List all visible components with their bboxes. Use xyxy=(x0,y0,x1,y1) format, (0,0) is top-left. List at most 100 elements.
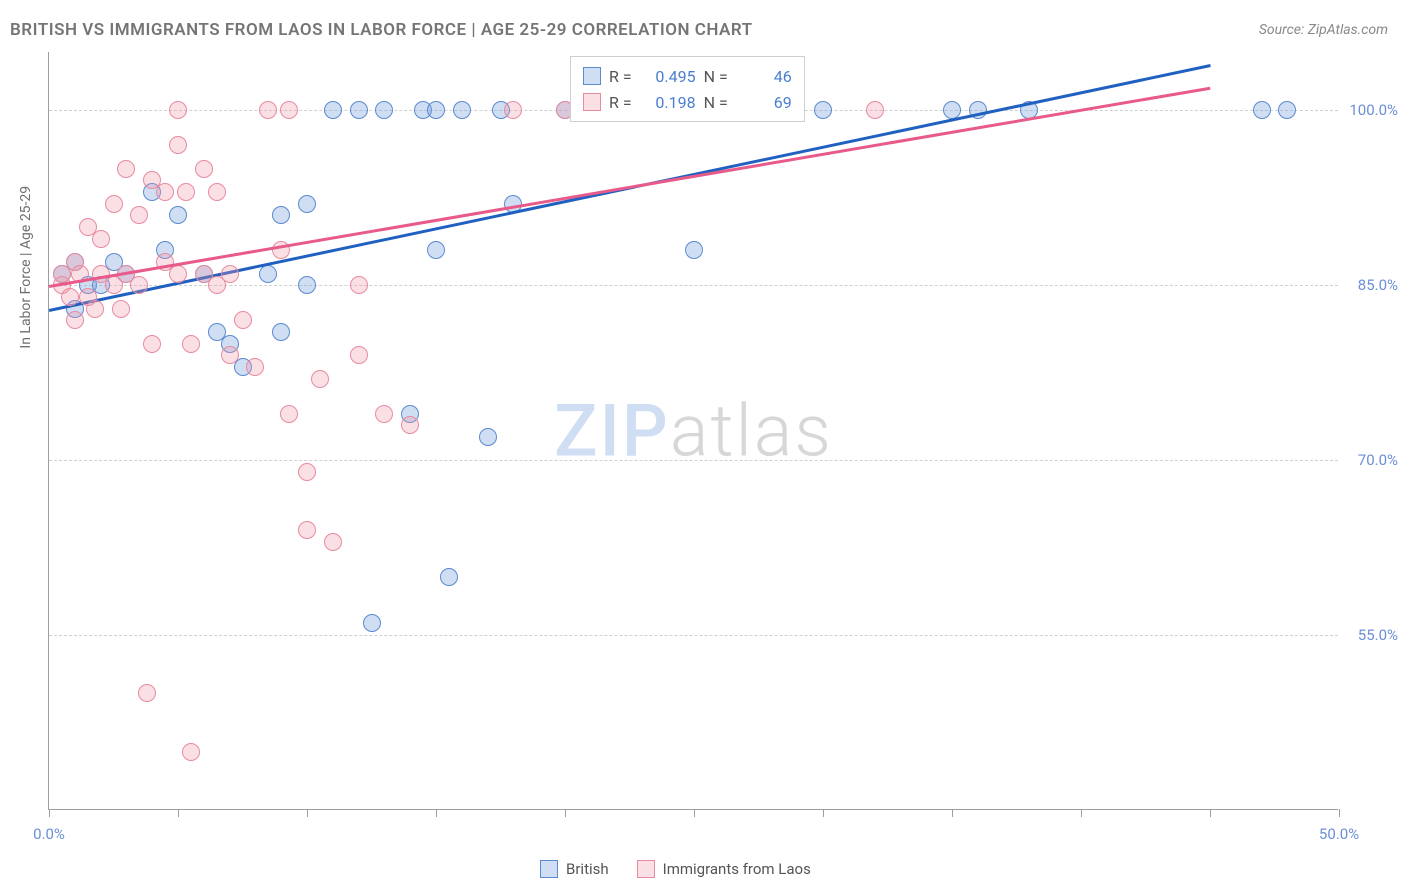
scatter-marker xyxy=(350,276,368,294)
scatter-marker xyxy=(221,265,239,283)
y-tick-label: 100.0% xyxy=(1349,101,1398,119)
legend-label-british: British xyxy=(566,860,609,878)
plot-area: ZIPatlas 55.0%70.0%85.0%100.0%0.0%50.0% xyxy=(48,52,1338,810)
scatter-marker xyxy=(130,276,148,294)
stat-r-british: 0.495 xyxy=(640,67,696,86)
scatter-marker xyxy=(427,101,445,119)
scatter-marker xyxy=(169,265,187,283)
scatter-marker xyxy=(259,265,277,283)
scatter-marker xyxy=(221,346,239,364)
y-tick-label: 85.0% xyxy=(1358,276,1398,294)
scatter-marker xyxy=(169,206,187,224)
stat-key-r: R = xyxy=(609,93,632,112)
y-tick-label: 70.0% xyxy=(1358,451,1398,469)
scatter-marker xyxy=(246,358,264,376)
gridline xyxy=(49,635,1338,636)
legend-label-laos: Immigrants from Laos xyxy=(663,860,811,878)
scatter-marker xyxy=(324,101,342,119)
scatter-marker xyxy=(280,405,298,423)
x-tick xyxy=(1210,809,1211,817)
scatter-marker xyxy=(479,428,497,446)
x-tick xyxy=(307,809,308,817)
x-tick xyxy=(178,809,179,817)
scatter-marker xyxy=(66,311,84,329)
gridline xyxy=(49,285,1338,286)
scatter-marker xyxy=(259,101,277,119)
stat-n-british: 46 xyxy=(736,67,792,86)
stat-n-laos: 69 xyxy=(736,93,792,112)
x-tick xyxy=(952,809,953,817)
scatter-marker xyxy=(61,288,79,306)
scatter-marker xyxy=(311,370,329,388)
stats-legend: R = 0.495 N = 46 R = 0.198 N = 69 xyxy=(570,56,805,122)
scatter-marker xyxy=(298,463,316,481)
x-tick xyxy=(1081,809,1082,817)
legend-item-british: British xyxy=(540,860,609,878)
stat-key-r: R = xyxy=(609,67,632,86)
scatter-marker xyxy=(234,311,252,329)
gridline xyxy=(49,460,1338,461)
scatter-marker xyxy=(1278,101,1296,119)
source-attribution: Source: ZipAtlas.com xyxy=(1259,22,1388,38)
stats-row-laos: R = 0.198 N = 69 xyxy=(583,89,792,115)
scatter-marker xyxy=(504,101,522,119)
scatter-marker xyxy=(195,160,213,178)
scatter-marker xyxy=(1253,101,1271,119)
scatter-marker xyxy=(866,101,884,119)
stat-key-n: N = xyxy=(704,93,728,112)
x-tick-label: 0.0% xyxy=(33,825,65,843)
x-tick xyxy=(436,809,437,817)
x-tick-label: 50.0% xyxy=(1319,825,1359,843)
x-tick xyxy=(565,809,566,817)
scatter-marker xyxy=(363,614,381,632)
scatter-marker xyxy=(685,241,703,259)
scatter-marker xyxy=(453,101,471,119)
scatter-marker xyxy=(440,568,458,586)
scatter-marker xyxy=(138,684,156,702)
swatch-pink-icon xyxy=(637,860,655,878)
scatter-marker xyxy=(375,101,393,119)
x-tick xyxy=(694,809,695,817)
scatter-marker xyxy=(105,195,123,213)
scatter-marker xyxy=(169,101,187,119)
scatter-marker xyxy=(298,521,316,539)
scatter-marker xyxy=(130,206,148,224)
swatch-blue-icon xyxy=(583,67,601,85)
scatter-marker xyxy=(375,405,393,423)
stat-key-n: N = xyxy=(704,67,728,86)
y-tick-label: 55.0% xyxy=(1358,626,1398,644)
scatter-marker xyxy=(280,101,298,119)
scatter-marker xyxy=(272,323,290,341)
scatter-marker xyxy=(92,230,110,248)
y-axis-label: In Labor Force | Age 25-29 xyxy=(18,186,34,349)
swatch-blue-icon xyxy=(540,860,558,878)
bottom-legend: British Immigrants from Laos xyxy=(540,860,811,878)
scatter-marker xyxy=(169,136,187,154)
legend-item-laos: Immigrants from Laos xyxy=(637,860,811,878)
scatter-marker xyxy=(182,335,200,353)
scatter-marker xyxy=(298,276,316,294)
scatter-marker xyxy=(86,300,104,318)
scatter-marker xyxy=(208,183,226,201)
scatter-marker xyxy=(298,195,316,213)
scatter-marker xyxy=(350,101,368,119)
chart-title: BRITISH VS IMMIGRANTS FROM LAOS IN LABOR… xyxy=(10,20,753,40)
scatter-marker xyxy=(272,206,290,224)
x-tick xyxy=(823,809,824,817)
scatter-marker xyxy=(350,346,368,364)
scatter-marker xyxy=(117,160,135,178)
scatter-marker xyxy=(814,101,832,119)
correlation-chart: BRITISH VS IMMIGRANTS FROM LAOS IN LABOR… xyxy=(0,0,1406,892)
x-tick xyxy=(49,809,50,817)
scatter-marker xyxy=(156,183,174,201)
scatter-marker xyxy=(324,533,342,551)
stat-r-laos: 0.198 xyxy=(640,93,696,112)
scatter-marker xyxy=(427,241,445,259)
scatter-marker xyxy=(401,416,419,434)
scatter-marker xyxy=(182,743,200,761)
scatter-marker xyxy=(143,335,161,353)
swatch-pink-icon xyxy=(583,93,601,111)
stats-row-british: R = 0.495 N = 46 xyxy=(583,63,792,89)
scatter-marker xyxy=(112,300,130,318)
x-tick xyxy=(1339,809,1340,817)
